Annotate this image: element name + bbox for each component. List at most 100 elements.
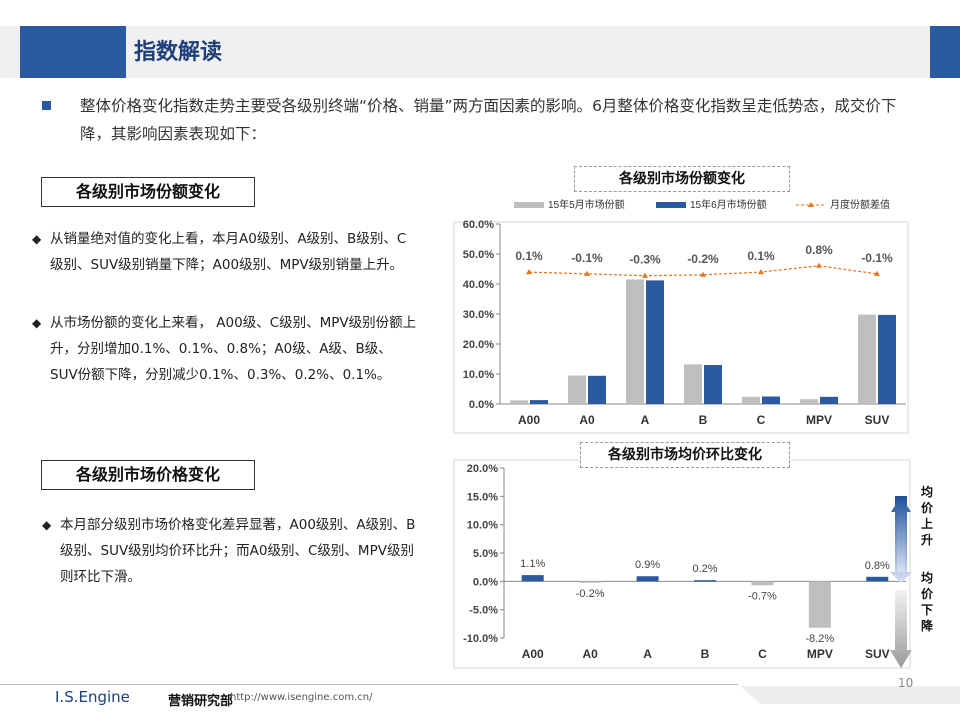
chart1-x-tick-label: A0 xyxy=(579,413,595,427)
diamond-bullet-icon: ◆ xyxy=(32,316,42,330)
share-bullet-2: ◆ 从市场份额的变化上来看， A00级、C级别、MPV级别份额上升，分别增加0.… xyxy=(32,310,417,388)
chart1-bar-may-C xyxy=(742,396,760,404)
chart2-bar-A0 xyxy=(579,581,602,583)
chart2-data-label: -0.7% xyxy=(748,590,777,602)
legend-marker-diff xyxy=(808,202,814,207)
chart1-bar-may-MPV xyxy=(800,399,818,404)
chart1-x-tick-label: B xyxy=(699,413,708,427)
legend-swatch-may xyxy=(514,202,544,208)
chart2-bar-B xyxy=(694,580,716,582)
chart1-y-tick-label: 0.0% xyxy=(469,399,494,411)
chart1-diff-point-SUV xyxy=(874,270,880,276)
chart2-bar-A00 xyxy=(521,575,544,582)
page-title: 指数解读 xyxy=(134,40,223,65)
legend-swatch-jun xyxy=(656,202,686,208)
section-title-share: 各级别市场份额变化 xyxy=(41,177,255,207)
chart1-y-tick-label: 60.0% xyxy=(463,219,494,231)
arrow-down-icon xyxy=(890,590,912,668)
chart1-diff-point-C xyxy=(758,269,764,275)
chart1-bar-jun-A0 xyxy=(588,375,606,404)
chart1-diff-label: -0.3% xyxy=(629,253,661,267)
legend-label-jun: 15年6月市场份额 xyxy=(690,198,767,211)
share-bullet-1-text: 从销量绝对值的变化上看，本月A0级别、A级别、B级别、C级别、SUV级别销量下降… xyxy=(50,231,407,273)
arrow-up-icon xyxy=(890,496,912,583)
legend-label-may: 15年5月市场份额 xyxy=(548,198,625,211)
chart1-x-tick-label: A xyxy=(641,413,650,427)
chart1-bar-may-A00 xyxy=(510,400,528,404)
share-bullet-1: ◆ 从销量绝对值的变化上看，本月A0级别、A级别、B级别、C级别、SUV级别销量… xyxy=(32,226,417,278)
chart2-x-tick-label: A xyxy=(643,647,652,661)
footer-brand: I.S.Engine xyxy=(55,688,130,706)
chart1-bar-may-B xyxy=(684,364,702,404)
chart1-x-tick-label: SUV xyxy=(865,413,890,427)
chart1-y-tick-label: 10.0% xyxy=(463,369,494,381)
chart1-diff-point-A0 xyxy=(584,270,590,276)
footer-ribbon xyxy=(740,686,960,704)
legend-label-diff: 月度份额差值 xyxy=(830,198,890,211)
chart1-bar-jun-A00 xyxy=(530,400,548,404)
chart2-bar-C xyxy=(751,581,774,586)
side-label-up: 均价上升 xyxy=(920,485,933,547)
chart2-bar-A xyxy=(636,576,659,582)
side-label-down: 均价下降 xyxy=(920,571,933,633)
chart1-x-tick-label: C xyxy=(757,413,766,427)
chart1-bar-may-SUV xyxy=(858,314,876,404)
chart1-diff-label: -0.2% xyxy=(687,252,719,266)
chart2-y-tick-label: 20.0% xyxy=(467,463,498,475)
chart1-y-tick-label: 40.0% xyxy=(463,279,494,291)
chart1-bar-may-A xyxy=(626,279,644,404)
chart1-bar-jun-MPV xyxy=(820,396,838,404)
footer-url[interactable]: http://www.isengine.com.cn/ xyxy=(230,692,373,703)
intro-text: 整体价格变化指数走势主要受各级别终端“价格、销量”两方面因素的影响。6月整体价格… xyxy=(80,97,897,143)
chart1-x-tick-label: A00 xyxy=(518,413,540,427)
chart2-bar-SUV xyxy=(866,576,889,582)
price-bullet-1-text: 本月部分级别市场价格变化差异显著，A00级别、A级别、B级别、SUV级别均价环比… xyxy=(60,517,416,585)
chart2-y-tick-label: 5.0% xyxy=(473,548,498,560)
chart2-data-label: 1.1% xyxy=(520,558,545,570)
chart1-y-tick-label: 30.0% xyxy=(463,309,494,321)
footer-department: 营销研究部 xyxy=(168,694,234,709)
chart1-title: 各级别市场份额变化 xyxy=(574,166,790,192)
chart2-y-tick-label: 15.0% xyxy=(467,491,498,503)
chart2-data-label: 0.9% xyxy=(635,559,660,571)
chart2-x-tick-label: A00 xyxy=(522,647,544,661)
chart1-bar-jun-SUV xyxy=(878,314,896,404)
chart2-data-label: -8.2% xyxy=(805,633,834,645)
square-bullet-icon xyxy=(42,101,51,110)
page-number: 10 xyxy=(898,676,914,690)
chart2-x-tick-label: A0 xyxy=(582,647,598,661)
chart1-frame xyxy=(453,221,909,434)
diamond-bullet-icon: ◆ xyxy=(42,518,52,532)
chart1-bar-may-A0 xyxy=(568,375,586,404)
price-bullet-1: ◆ 本月部分级别市场价格变化差异显著，A00级别、A级别、B级别、SUV级别均价… xyxy=(42,512,420,590)
diamond-bullet-icon: ◆ xyxy=(32,232,42,246)
chart1-diff-label: 0.8% xyxy=(805,243,833,257)
chart1-y-tick-label: 20.0% xyxy=(463,339,494,351)
chart1-diff-point-A00 xyxy=(526,269,532,275)
chart2-data-label: 0.8% xyxy=(865,560,890,572)
chart1-bar-jun-C xyxy=(762,396,780,404)
chart2-y-tick-label: 10.0% xyxy=(467,520,498,532)
chart1-diff-label: -0.1% xyxy=(571,251,603,265)
chart1-bar-jun-B xyxy=(704,365,722,404)
chart1-diff-point-B xyxy=(700,271,706,277)
chart1-diff-label: -0.1% xyxy=(861,251,893,265)
header-band xyxy=(0,26,960,78)
chart1-diff-point-A xyxy=(642,272,648,278)
section-title-price: 各级别市场价格变化 xyxy=(41,460,255,490)
chart2-y-tick-label: 0.0% xyxy=(473,576,498,588)
chart1-bar-jun-A xyxy=(646,280,664,404)
chart2-bar-MPV xyxy=(808,581,831,628)
chart2-y-tick-label: -5.0% xyxy=(469,605,498,617)
chart2-data-label: -0.2% xyxy=(576,588,605,600)
chart2-x-tick-label: B xyxy=(701,647,710,661)
header-accent-left xyxy=(20,26,126,78)
chart2-data-label: 0.2% xyxy=(692,563,717,575)
chart2-title: 各级别市场均价环比变化 xyxy=(580,442,790,468)
share-bullet-2-text: 从市场份额的变化上来看， A00级、C级别、MPV级别份额上升，分别增加0.1%… xyxy=(50,315,417,383)
header-accent-right xyxy=(930,26,960,78)
chart2-x-tick-label: C xyxy=(758,647,767,661)
chart1-diff-point-MPV xyxy=(816,262,822,268)
chart2-x-tick-label: MPV xyxy=(807,647,833,661)
